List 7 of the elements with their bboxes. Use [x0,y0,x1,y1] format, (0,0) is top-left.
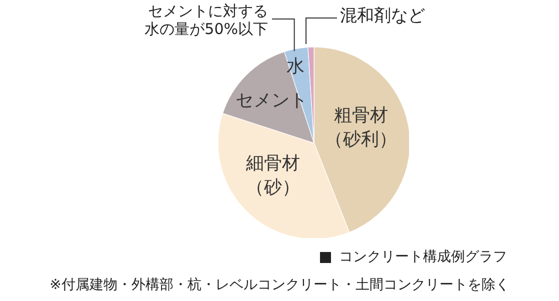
slice-label: 混和剤など [340,5,425,27]
slice-label: 水 [286,55,306,80]
slice-label: 細骨材（砂） [244,152,301,200]
text: セメントに対する水の量が50%以下 [144,2,268,38]
text: ※付属建物・外構部・杭・レベルコンクリート・土間コンクリートを除く [48,276,510,294]
slice-label: 粗骨材（砂利） [324,104,398,152]
text: コンクリート構成例グラフ [339,248,507,266]
